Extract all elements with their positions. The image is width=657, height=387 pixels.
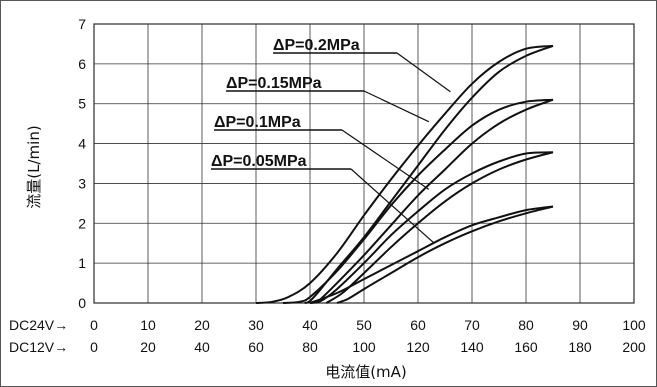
annotation-leader	[350, 168, 435, 244]
x-tick-label: 40	[302, 317, 318, 333]
x-tick-label: 80	[518, 317, 534, 333]
annotation-leader	[363, 90, 430, 123]
x-tick-labels: DC24V→ 0 10 20 30 40 50 60 70 80 90 100 DC12V→ 0 20 40 6…	[9, 317, 646, 355]
curve-rising	[255, 44, 554, 304]
y-tick-label: 2	[78, 215, 86, 231]
x-tick-label: 60	[410, 317, 426, 333]
grid	[93, 23, 635, 304]
annotation-labels: ΔP=0.2MPa ΔP=0.15MPa ΔP=0.1MPa ΔP=0.05MPa	[211, 37, 360, 170]
curve-falling	[336, 205, 554, 304]
x-tick-label: 50	[356, 317, 372, 333]
x-tick-label: 30	[248, 317, 264, 333]
y-axis-label: 流量(L/min)	[25, 125, 43, 208]
curves	[255, 44, 554, 304]
curve-falling	[304, 44, 554, 304]
x-tick-label: 0	[90, 317, 98, 333]
y-tick-label: 6	[78, 56, 86, 72]
x-tick-label: 0	[90, 339, 98, 355]
x-tick-label: 80	[302, 339, 318, 355]
y-tick-label: 5	[78, 96, 86, 112]
annotation-label: ΔP=0.2MPa	[273, 37, 360, 54]
y-tick-label: 0	[78, 295, 86, 311]
annotation-leader	[341, 129, 430, 190]
x-tick-label: 100	[352, 339, 376, 355]
x-tick-label: 140	[460, 339, 484, 355]
y-tick-label: 3	[78, 175, 86, 191]
x-tick-label: 120	[406, 339, 430, 355]
curve-rising	[309, 151, 554, 304]
x-axis-name: DC12V→	[9, 339, 68, 355]
curve-falling	[325, 151, 554, 304]
x-axis-label: 电流值(mA)	[325, 363, 407, 381]
annotation-leaders	[211, 52, 451, 244]
x-tick-label: 70	[464, 317, 480, 333]
x-tick-label: 90	[572, 317, 588, 333]
curve-falling	[314, 98, 554, 304]
x-tick-label: 20	[140, 339, 156, 355]
x-tick-label: 60	[248, 339, 264, 355]
y-tick-label: 4	[78, 136, 86, 152]
annotation-leader	[396, 52, 451, 93]
x-tick-label: 10	[140, 317, 156, 333]
x-tick-label: 40	[194, 339, 210, 355]
x-axis-name: DC24V→	[9, 317, 68, 333]
x-tick-label: 180	[568, 339, 592, 355]
annotation-label: ΔP=0.1MPa	[214, 114, 301, 131]
x-tick-label: 20	[194, 317, 210, 333]
annotation-label: ΔP=0.15MPa	[226, 75, 322, 92]
curve-rising	[309, 205, 554, 304]
x-tick-label: 100	[622, 317, 646, 333]
curve-rising	[282, 98, 554, 304]
y-tick-labels: 0 1 2 3 4 5 6 7	[78, 16, 86, 311]
annotation-label: ΔP=0.05MPa	[211, 153, 307, 170]
y-tick-label: 1	[78, 255, 86, 271]
x-tick-label: 160	[514, 339, 538, 355]
y-tick-label: 7	[78, 16, 86, 32]
x-tick-label: 200	[622, 339, 646, 355]
